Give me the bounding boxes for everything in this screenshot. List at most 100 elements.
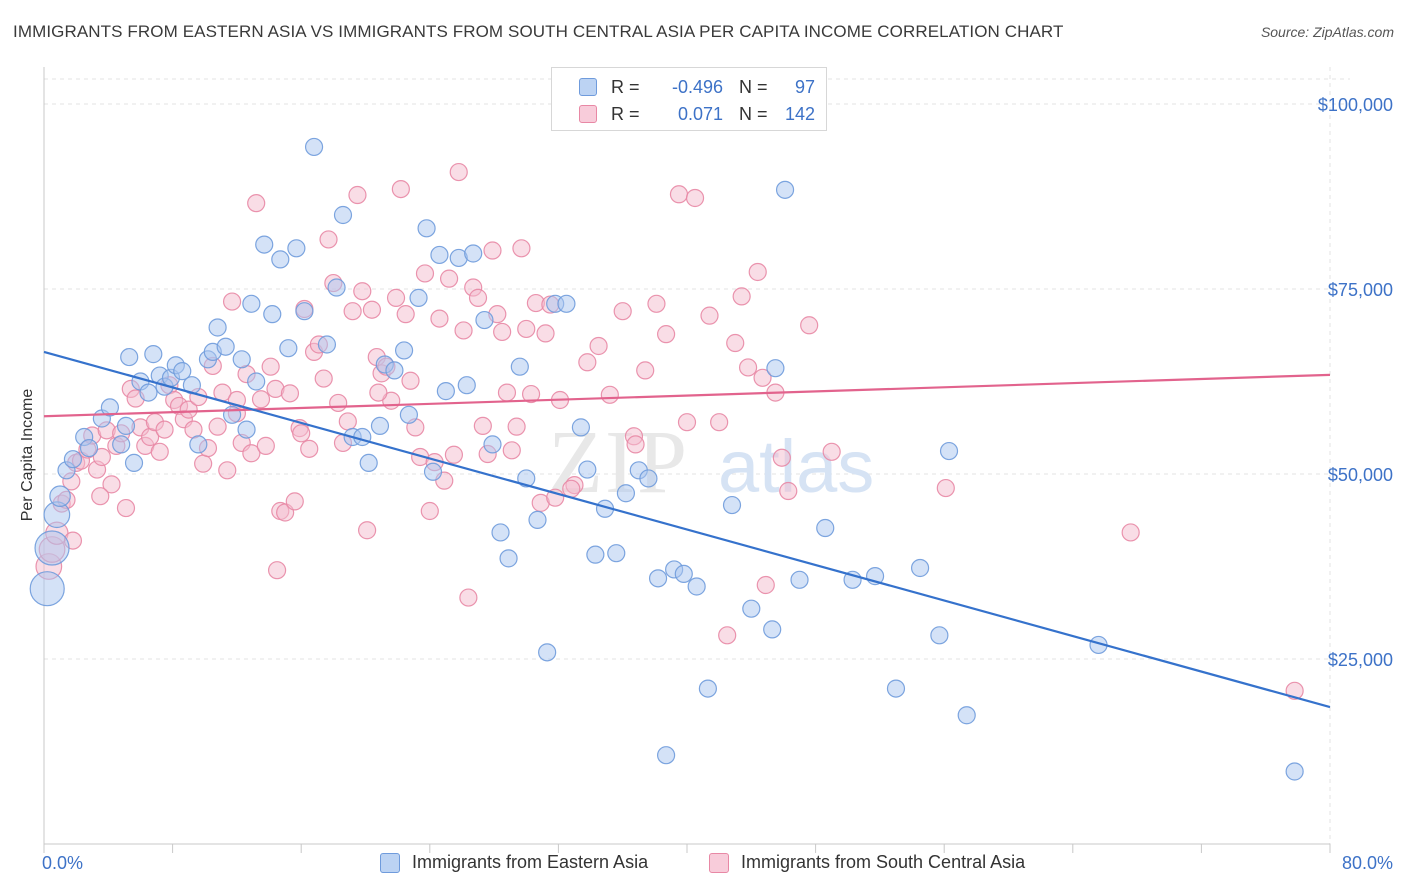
eastern-asia-point-31	[242, 294, 261, 313]
trend-lines	[43, 350, 1331, 709]
eastern-asia-point-0	[29, 571, 65, 607]
eastern-asia-point-85	[763, 620, 782, 639]
eastern-asia-point-59	[475, 310, 494, 330]
eastern-asia-point-65	[528, 510, 547, 529]
eastern-asia-point-46	[370, 416, 390, 435]
south-central-asia-point-57	[314, 369, 333, 388]
south-central-asia-point-38	[222, 292, 242, 311]
south-central-asia-point-83	[439, 269, 459, 288]
eastern-asia-point-62	[499, 549, 518, 568]
eastern-asia-point-3	[49, 485, 71, 507]
eastern-asia-point-45	[359, 453, 378, 472]
south-central-asia-point-126	[772, 448, 791, 467]
south-central-asia-point-100	[521, 384, 541, 404]
eastern-asia-point-26	[208, 318, 227, 337]
eastern-asia-point-70	[578, 460, 597, 479]
south-central-asia-point-11	[92, 447, 111, 467]
south-central-asia-point-98	[512, 239, 531, 258]
eastern-asia-point-63	[510, 357, 529, 376]
eastern-asia-point-15	[139, 383, 158, 402]
south-central-asia-point-137	[677, 413, 697, 432]
legend-r-value: -0.496	[671, 76, 723, 97]
grid-lines	[44, 67, 1350, 844]
legend-n-value: 97	[794, 76, 815, 97]
eastern-asia-point-23	[189, 435, 208, 454]
south-central-asia-point-66	[358, 521, 377, 540]
bottom-legend-south-central-asia: Immigrants from South Central Asia	[709, 852, 1025, 873]
eastern-asia-point-78	[657, 746, 676, 765]
legend-n-label: N =	[739, 76, 768, 97]
legend-swatch-blue	[579, 78, 597, 96]
tick-labels: $25,000 $50,000 $75,000 $100,000 0.0% 80.0%	[42, 95, 1393, 873]
eastern-asia-point-80	[674, 564, 693, 584]
eastern-asia-point-91	[886, 679, 906, 698]
south-central-asia-point-115	[657, 325, 676, 344]
eastern-asia-point-44	[353, 427, 372, 447]
south-central-asia-point-74	[396, 305, 415, 324]
eastern-asia-point-38	[295, 302, 314, 321]
eastern-asia-point-32	[247, 372, 266, 391]
south-central-asia-point-118	[700, 306, 719, 325]
south-central-asia-point-81	[430, 309, 449, 328]
legend-r-value: 0.071	[677, 103, 723, 124]
south-central-asia-point-35	[208, 417, 227, 436]
south-central-asia-point-124	[756, 575, 775, 595]
south-central-asia-point-122	[738, 358, 758, 377]
eastern-asia-point-1	[34, 530, 70, 566]
eastern-asia-point-83	[722, 495, 742, 515]
south-central-asia-point-24	[155, 420, 174, 439]
south-central-asia-point-62	[338, 412, 357, 431]
south-central-asia-point-96	[502, 441, 521, 460]
eastern-asia-point-21	[173, 362, 192, 381]
south-central-asia-point-99	[517, 319, 536, 339]
eastern-asia-point-64	[517, 469, 536, 488]
south-central-asia-point-89	[468, 288, 488, 307]
eastern-asia-point-87	[790, 570, 809, 589]
south-central-asia-point-128	[800, 316, 819, 335]
eastern-asia-point-82	[698, 679, 717, 698]
bottom-legend-label: Immigrants from Eastern Asia	[412, 852, 649, 872]
south-central-asia-point-23	[150, 442, 169, 461]
legend-r-label: R =	[611, 76, 640, 97]
eastern-asia-point-73	[607, 544, 626, 563]
bottom-legend-eastern-asia: Immigrants from Eastern Asia	[380, 852, 648, 873]
eastern-asia-point-84	[742, 599, 761, 618]
eastern-asia-point-10	[112, 435, 131, 454]
y-tick-label-3: $100,000	[1318, 95, 1393, 115]
y-tick-label-2: $75,000	[1328, 280, 1393, 300]
eastern-asia-point-68	[557, 294, 576, 313]
south-central-asia-point-37	[218, 461, 237, 480]
x-tick-label-max: 80.0%	[1342, 853, 1393, 873]
south-central-asia-point-72	[386, 288, 406, 307]
series-south-central-asia	[35, 162, 1304, 700]
eastern-asia-point-50	[399, 405, 419, 424]
eastern-asia-point-29	[232, 350, 251, 369]
eastern-asia-point-58	[464, 244, 483, 263]
south-central-asia-point-90	[473, 416, 492, 435]
eastern-asia-point-52	[417, 219, 436, 238]
south-central-asia-point-135	[267, 561, 287, 580]
eastern-asia-point-51	[409, 288, 428, 307]
eastern-asia-point-37	[287, 239, 306, 258]
eastern-asia-point-30	[237, 420, 256, 439]
south-central-asia-point-142	[753, 368, 772, 387]
south-central-asia-point-65	[353, 282, 372, 301]
south-central-asia-point-63	[343, 302, 362, 321]
south-central-asia-point-42	[242, 444, 261, 463]
eastern-asia-point-92	[910, 558, 930, 578]
eastern-asia-point-94	[939, 441, 959, 461]
eastern-asia-point-76	[639, 469, 658, 488]
south-central-asia-point-136	[626, 435, 645, 454]
eastern-asia-point-12	[120, 347, 139, 367]
trend-line-eastern-asia	[43, 350, 1331, 709]
eastern-asia-point-93	[930, 626, 949, 645]
eastern-asia-point-41	[327, 278, 346, 297]
eastern-asia-point-77	[648, 569, 668, 588]
axes	[43, 67, 1331, 853]
eastern-asia-point-28	[222, 405, 242, 424]
bottom-legend-swatch-pink	[709, 852, 729, 873]
south-central-asia-point-29	[179, 400, 198, 419]
south-central-asia-point-67	[362, 300, 382, 319]
south-central-asia-point-46	[261, 357, 280, 376]
